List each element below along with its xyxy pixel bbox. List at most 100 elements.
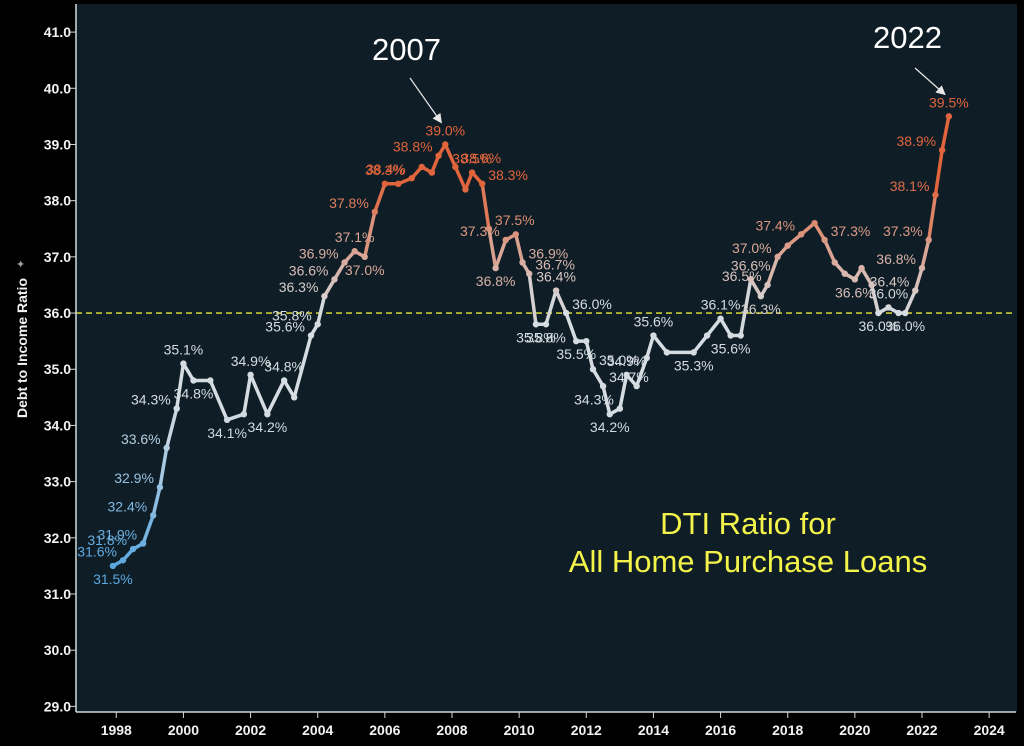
data-point[interactable] [831, 259, 838, 266]
data-point[interactable] [912, 287, 919, 294]
data-point[interactable] [381, 180, 389, 188]
data-point[interactable] [895, 309, 902, 317]
data-point[interactable] [129, 545, 137, 553]
data-point[interactable] [163, 444, 170, 452]
data-point[interactable] [307, 332, 315, 339]
data-point[interactable] [452, 163, 459, 171]
data-point[interactable] [797, 231, 805, 238]
series-line-segment [933, 148, 944, 197]
data-point[interactable] [519, 259, 526, 266]
series-line-segment [181, 361, 196, 383]
data-point[interactable] [321, 292, 328, 300]
data-point[interactable] [727, 332, 734, 339]
data-point[interactable] [573, 337, 580, 345]
data-point[interactable] [280, 377, 288, 384]
data-point[interactable] [616, 405, 624, 412]
data-point[interactable] [784, 242, 791, 249]
data-point[interactable] [291, 394, 298, 401]
data-point[interactable] [442, 141, 449, 148]
data-point[interactable] [643, 354, 650, 362]
data-point[interactable] [351, 248, 358, 255]
data-point[interactable] [932, 191, 939, 199]
data-point[interactable] [606, 410, 613, 418]
data-label: 37.0% [732, 240, 772, 256]
pin-icon[interactable]: ✦ [16, 259, 26, 271]
data-point[interactable] [395, 180, 402, 188]
series-line-segment [859, 266, 874, 287]
data-point[interactable] [774, 253, 781, 261]
data-point[interactable] [902, 309, 909, 317]
data-point[interactable] [512, 231, 519, 238]
data-point[interactable] [173, 405, 180, 412]
data-point[interactable] [868, 281, 875, 289]
data-point[interactable] [408, 174, 415, 182]
data-point[interactable] [532, 321, 540, 328]
data-point[interactable] [737, 332, 744, 339]
data-point[interactable] [468, 169, 476, 176]
data-point[interactable] [485, 225, 493, 232]
data-point[interactable] [633, 382, 640, 390]
data-point[interactable] [650, 332, 657, 339]
data-point[interactable] [583, 337, 590, 345]
data-point[interactable] [314, 321, 321, 328]
data-point[interactable] [190, 377, 197, 384]
data-point[interactable] [821, 236, 828, 244]
data-point[interactable] [589, 366, 597, 373]
data-point[interactable] [435, 152, 442, 159]
data-point[interactable] [542, 321, 550, 328]
data-point[interactable] [180, 360, 187, 367]
data-point[interactable] [703, 332, 711, 339]
data-point[interactable] [885, 304, 892, 311]
data-point[interactable] [562, 309, 570, 317]
series-line-segment [718, 316, 733, 338]
data-point[interactable] [858, 264, 865, 272]
data-label: 31.6% [77, 543, 117, 559]
data-point[interactable] [462, 186, 469, 193]
data-point[interactable] [119, 557, 127, 564]
data-point[interactable] [757, 292, 765, 300]
data-point[interactable] [841, 270, 848, 277]
data-point[interactable] [240, 410, 248, 418]
data-point[interactable] [361, 253, 368, 261]
data-label: 38.5% [452, 151, 492, 167]
data-point[interactable] [599, 382, 607, 390]
data-point[interactable] [552, 287, 560, 294]
data-point[interactable] [526, 270, 533, 277]
data-point[interactable] [938, 146, 946, 154]
data-point[interactable] [747, 276, 754, 283]
data-point[interactable] [492, 264, 499, 272]
data-point[interactable] [418, 163, 425, 171]
data-point[interactable] [851, 276, 859, 283]
data-point[interactable] [623, 371, 630, 379]
data-point[interactable] [109, 562, 117, 570]
series-line-segment [749, 277, 763, 298]
data-point[interactable] [139, 540, 147, 547]
data-point[interactable] [341, 259, 348, 266]
data-point[interactable] [331, 276, 338, 283]
data-point[interactable] [717, 315, 724, 322]
data-point[interactable] [479, 180, 486, 188]
data-point[interactable] [156, 484, 164, 491]
data-point[interactable] [247, 371, 254, 379]
data-point[interactable] [945, 113, 953, 120]
y-tick-label: 37.0 [44, 249, 71, 265]
data-point[interactable] [811, 219, 818, 227]
data-label: 36.5% [722, 268, 762, 284]
data-point[interactable] [764, 281, 771, 289]
series-line-segment [765, 255, 780, 287]
data-point[interactable] [875, 309, 882, 317]
series-line-segment [373, 182, 387, 214]
series-line-segment [141, 513, 155, 546]
data-point[interactable] [207, 377, 214, 384]
series-line-segment [691, 333, 709, 355]
data-point[interactable] [690, 349, 697, 356]
data-point[interactable] [502, 236, 509, 244]
data-point[interactable] [223, 416, 231, 424]
data-point[interactable] [371, 208, 378, 216]
data-point[interactable] [663, 349, 671, 356]
data-point[interactable] [918, 264, 926, 272]
data-point[interactable] [428, 169, 436, 176]
data-point[interactable] [925, 236, 932, 244]
data-point[interactable] [150, 512, 157, 519]
data-point[interactable] [264, 410, 271, 418]
